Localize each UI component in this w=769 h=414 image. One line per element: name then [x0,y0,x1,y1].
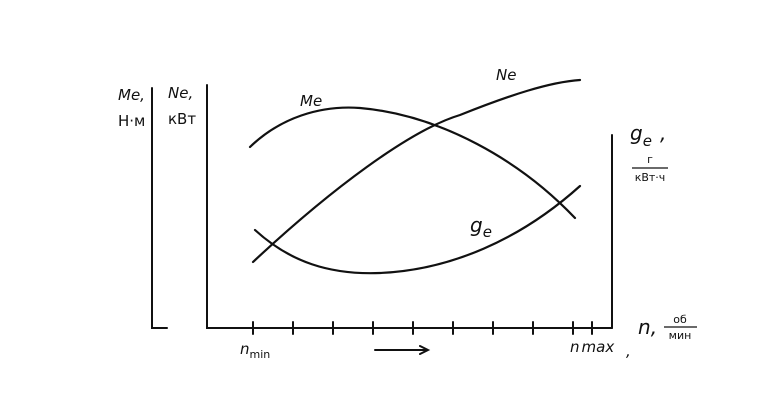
x-axis-unit-bottom: мин [669,329,692,342]
main-axes [206,84,613,329]
me-curve-label: Me [300,92,322,110]
x-axis-ticks [252,321,593,335]
n-min-label: nmin [240,340,270,361]
ge-curve-symbol: g [470,213,483,237]
x-axis-symbol: n [638,315,651,339]
right-axis-label: ge, [630,121,666,150]
me-curve [248,106,577,220]
n-max-symbol: n [570,338,580,356]
right-axis-subscript: e [643,132,652,150]
x-axis-comma: , [651,315,657,339]
ge-curve-label: ge [470,213,492,241]
trailing-comma: , [626,342,631,360]
ne-curve [251,78,582,264]
left-axis-line [151,87,168,329]
n-min-subscript: min [250,348,271,361]
left-axis-label: Me, [118,86,145,104]
right-axis-symbol: g [630,121,643,145]
middle-axis-unit: кВт [168,110,196,128]
left-axis-unit: Н·м [118,112,145,130]
right-axis-unit-top: г [647,153,653,166]
arrow [374,345,431,355]
ne-curve-label: Ne [496,66,516,84]
n-max-subscript: max [582,338,615,356]
x-axis-label: n, [638,315,657,339]
x-axis-unit-top: об [673,313,687,326]
ge-curve-subscript: e [483,223,492,241]
ge-curve [253,184,582,275]
n-max-label: n max [570,338,614,356]
right-axis-unit-bottom: кВт·ч [635,171,666,184]
right-axis-comma: , [660,121,666,145]
middle-axis-label: Ne, [168,84,193,102]
n-min-symbol: n [240,340,250,358]
